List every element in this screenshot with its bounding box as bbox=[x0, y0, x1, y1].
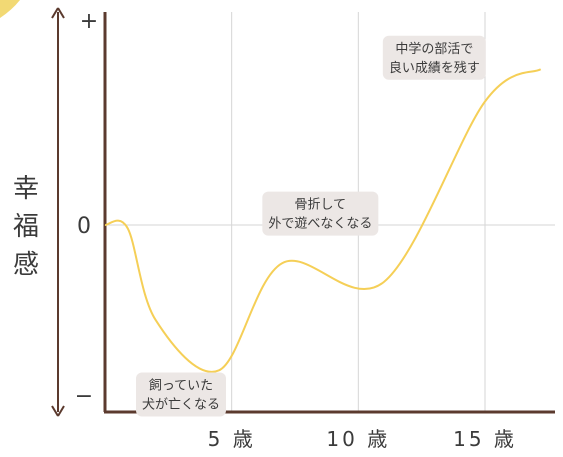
y-axis-arrow bbox=[51, 7, 65, 417]
arrow-down-icon bbox=[51, 405, 65, 417]
data-point bbox=[127, 227, 129, 229]
annotation-text: 外で遊べなくなる bbox=[268, 217, 372, 232]
arrow-up-icon bbox=[51, 7, 65, 19]
annotation-background bbox=[262, 191, 379, 236]
data-point bbox=[281, 262, 283, 264]
data-point bbox=[382, 281, 384, 283]
annotation-text: 骨折して bbox=[295, 198, 347, 213]
annotation-text: 犬が亡くなる bbox=[142, 398, 220, 413]
y-axis-label-char: 福 bbox=[13, 212, 39, 242]
series-line bbox=[104, 68, 542, 373]
corner-accent bbox=[0, 0, 20, 18]
x-tick-label: 15 歳 bbox=[453, 427, 517, 451]
y-axis-label: 幸福感 bbox=[13, 174, 39, 280]
series bbox=[104, 68, 542, 373]
annotation-background bbox=[136, 372, 226, 417]
x-tick-label: 10 歳 bbox=[326, 427, 390, 451]
y-tick-label-plus: + bbox=[80, 9, 98, 34]
y-axis-label-char: 感 bbox=[13, 250, 39, 280]
annotation-background bbox=[382, 35, 486, 80]
y-tick-label-zero: 0 bbox=[77, 214, 91, 239]
x-tick-labels: 5 歳 10 歳 15 歳 bbox=[208, 427, 517, 451]
data-point bbox=[484, 100, 486, 102]
data-point bbox=[540, 68, 542, 70]
annotation-text: 良い成績を残す bbox=[389, 60, 480, 76]
annotation-text: 中学の部活で bbox=[395, 41, 473, 57]
data-point bbox=[218, 369, 220, 371]
annotation-text: 飼っていた bbox=[149, 379, 213, 394]
data-point bbox=[154, 319, 156, 321]
x-tick-label: 5 歳 bbox=[208, 427, 256, 451]
y-tick-label-minus: − bbox=[75, 384, 93, 409]
data-point bbox=[104, 224, 106, 226]
y-axis-label-char: 幸 bbox=[13, 174, 39, 204]
